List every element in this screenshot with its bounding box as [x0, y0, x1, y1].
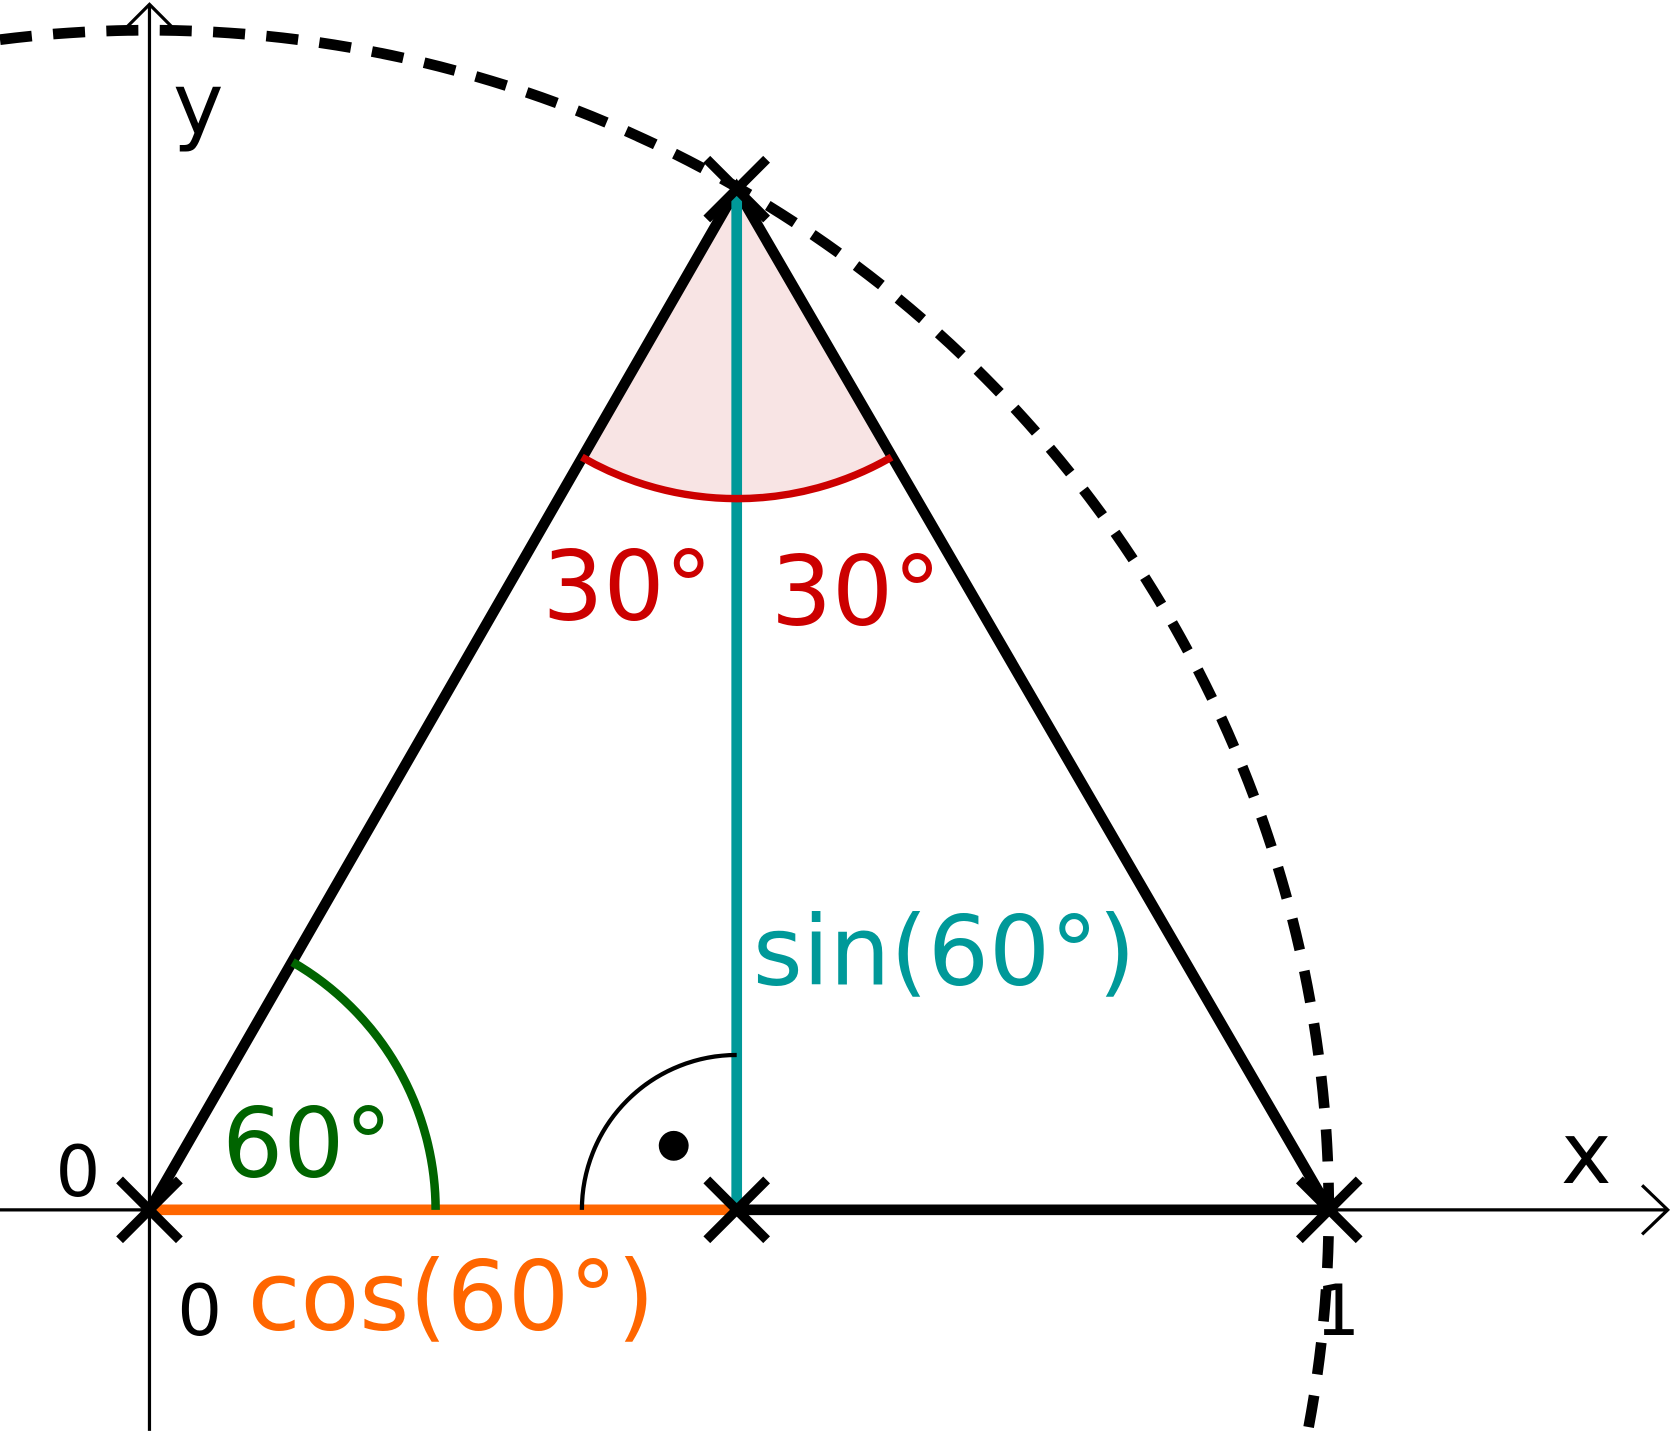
y-arrow	[123, 2, 176, 31]
point-markers	[116, 155, 1363, 1244]
right-angle-arc	[579, 1052, 737, 1210]
unit-circle	[0, 24, 1335, 1431]
y-axis-label: y	[173, 56, 224, 155]
right-angle-dot	[658, 1130, 689, 1161]
origin-x-label: 0	[177, 1270, 222, 1352]
angle-60-label: 60°	[222, 1088, 392, 1200]
sin-label: sin(60°)	[753, 896, 1136, 1008]
origin-y-label: 0	[56, 1131, 101, 1213]
one-label: 1	[1315, 1270, 1360, 1352]
point-one	[1295, 1176, 1363, 1244]
point-origin	[116, 1176, 183, 1244]
x-arrow	[1640, 1184, 1671, 1236]
x-axis-label: x	[1561, 1105, 1612, 1204]
point-apex	[703, 155, 770, 223]
angle-arc-bottom	[290, 958, 440, 1210]
point-foot	[703, 1176, 770, 1244]
cos-label: cos(60°)	[248, 1240, 655, 1352]
angle-arc-top	[580, 453, 894, 503]
angle-30-right-label: 30°	[771, 536, 941, 648]
angle-30-left-label: 30°	[542, 530, 712, 642]
